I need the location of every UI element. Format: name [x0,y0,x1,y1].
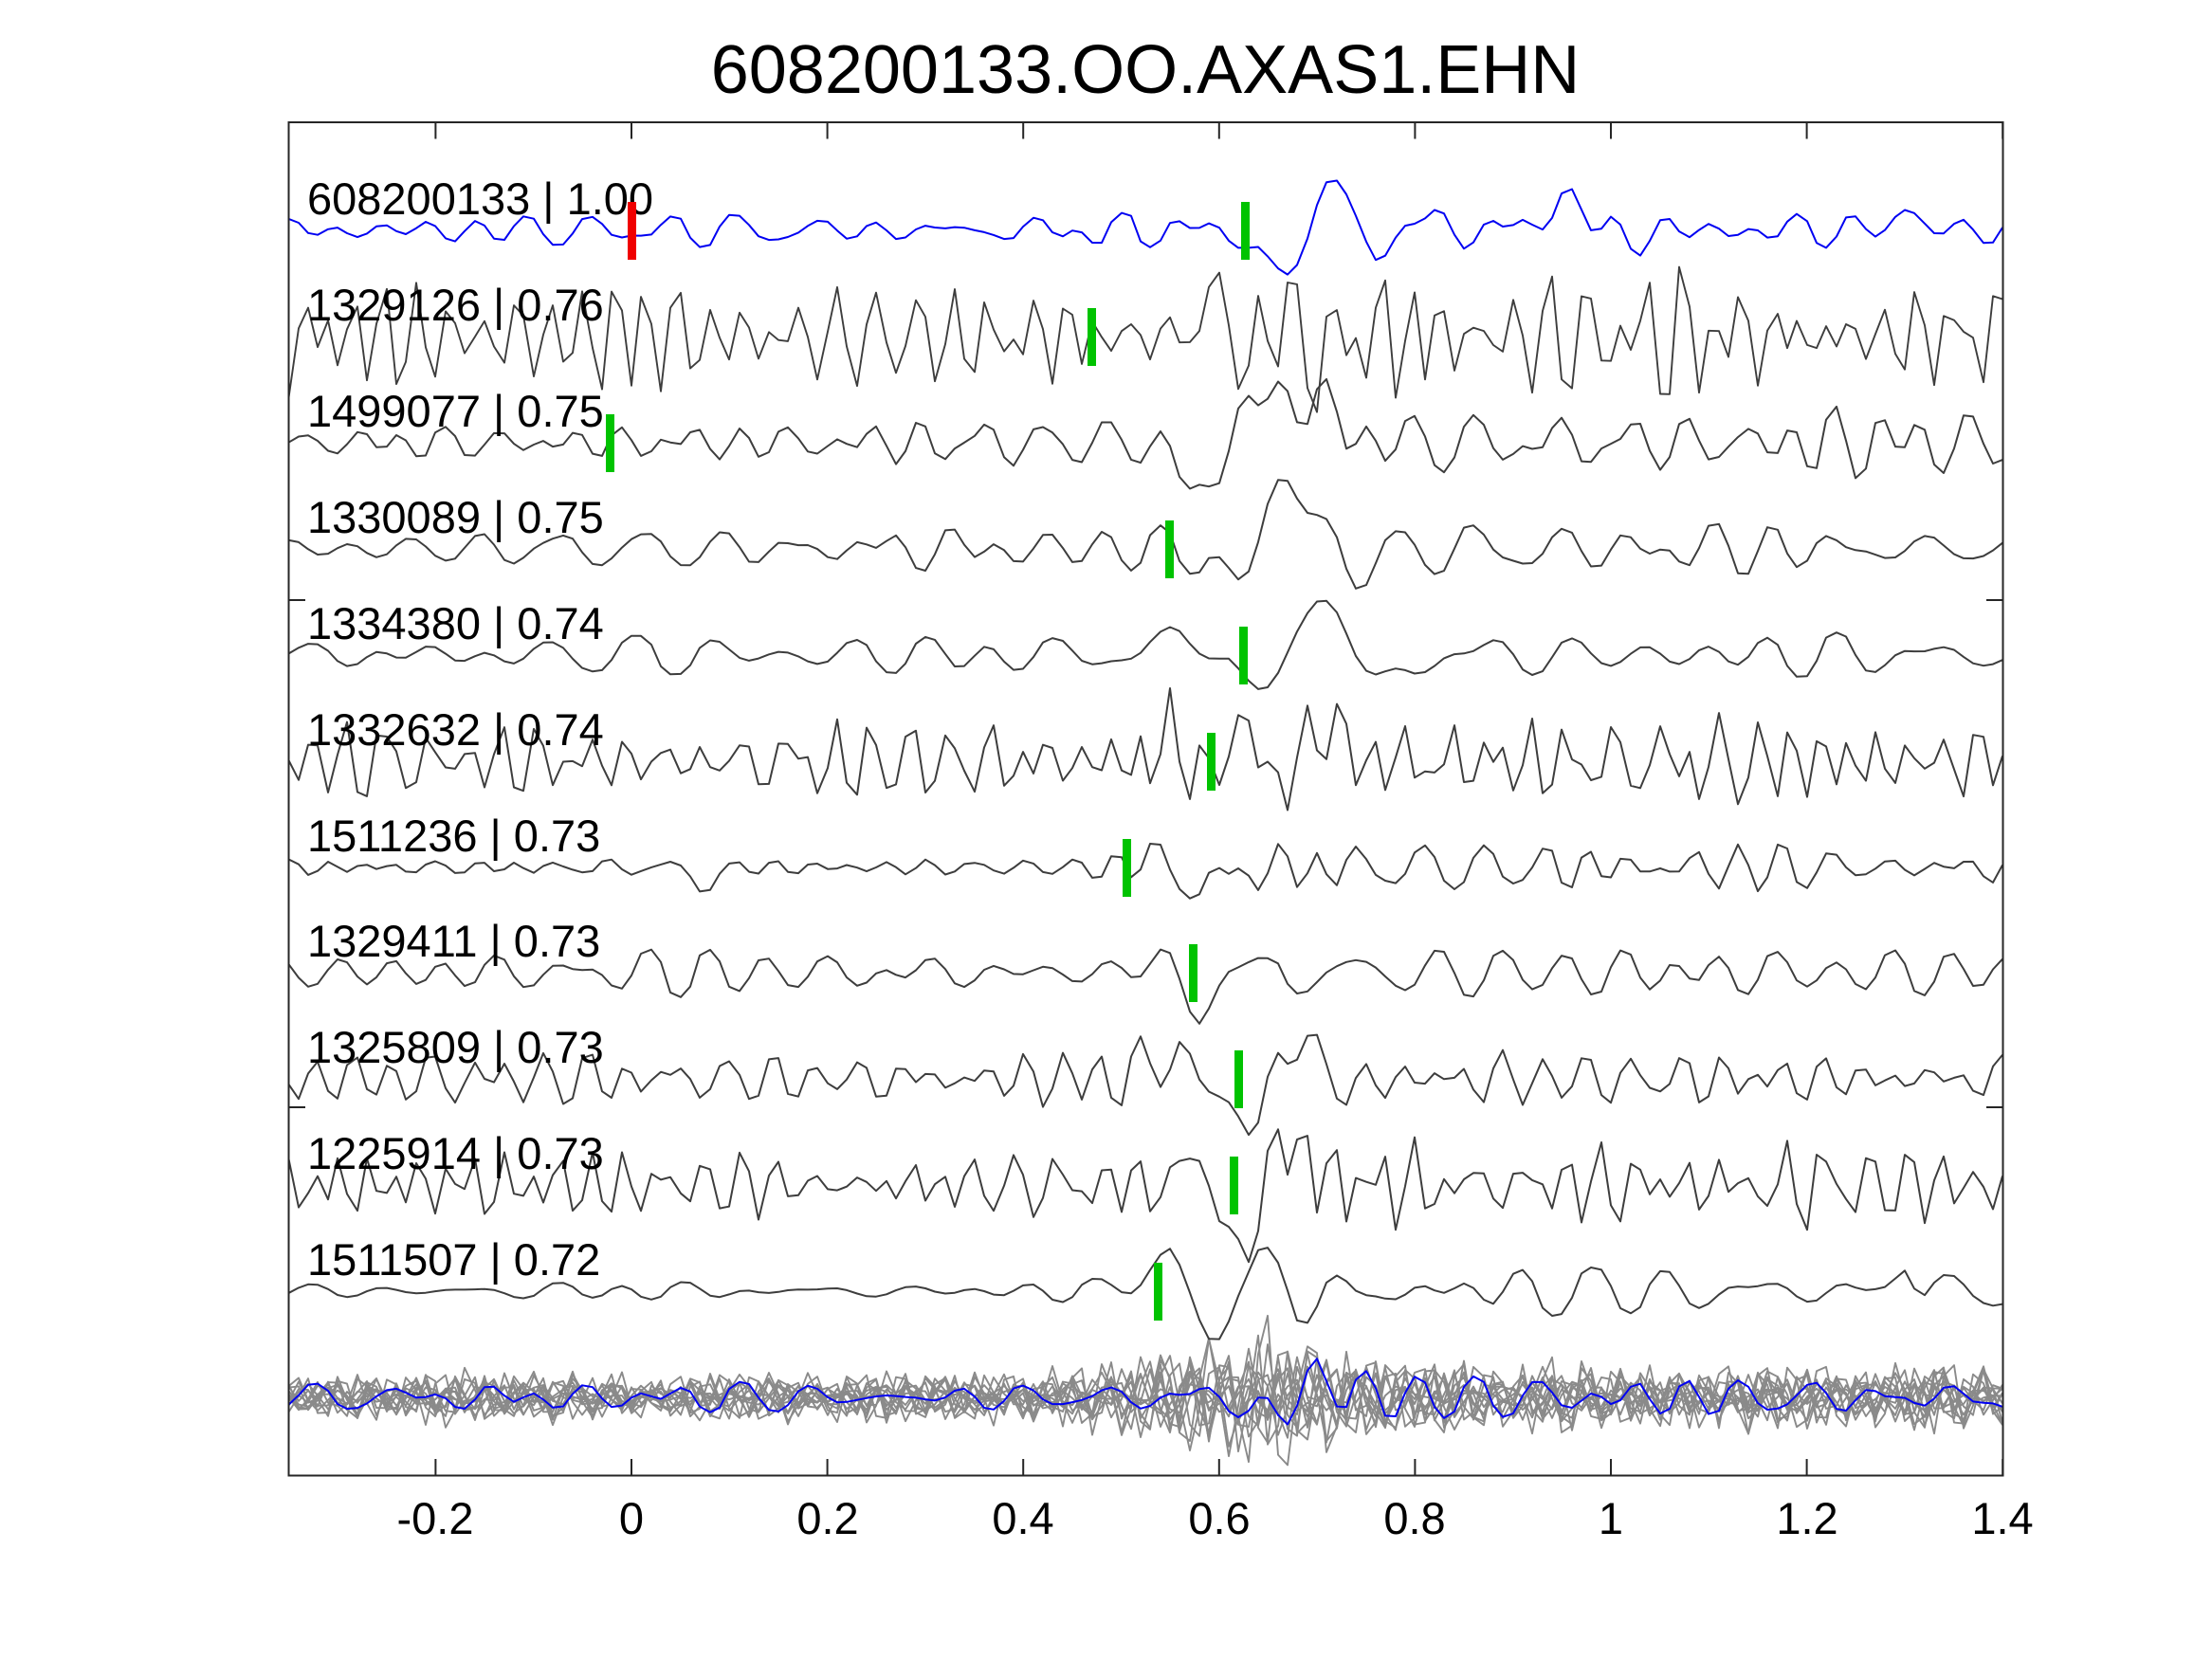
svg-text:1.4: 1.4 [1971,1493,2033,1543]
svg-text:1511507 | 0.72: 1511507 | 0.72 [307,1234,600,1285]
svg-text:608200133.OO.AXAS1.EHN: 608200133.OO.AXAS1.EHN [711,32,1581,108]
svg-text:1511236 | 0.73: 1511236 | 0.73 [307,811,600,861]
svg-text:1329126 | 0.76: 1329126 | 0.76 [307,280,604,330]
svg-text:1334380 | 0.74: 1334380 | 0.74 [307,598,604,648]
svg-text:0.4: 0.4 [992,1493,1053,1543]
svg-text:0.6: 0.6 [1188,1493,1250,1543]
svg-text:-0.2: -0.2 [397,1493,474,1543]
svg-text:0.2: 0.2 [796,1493,858,1543]
svg-text:1329411 | 0.73: 1329411 | 0.73 [307,916,600,966]
svg-text:0.8: 0.8 [1383,1493,1445,1543]
svg-text:1225914 | 0.73: 1225914 | 0.73 [307,1128,604,1178]
svg-text:1: 1 [1599,1493,1623,1543]
svg-text:1330089 | 0.75: 1330089 | 0.75 [307,492,604,542]
svg-text:1325809 | 0.73: 1325809 | 0.73 [307,1022,604,1072]
svg-text:0: 0 [619,1493,644,1543]
svg-text:1499077 | 0.75: 1499077 | 0.75 [307,386,604,436]
svg-text:608200133 | 1.00: 608200133 | 1.00 [307,173,653,224]
svg-text:1332632 | 0.74: 1332632 | 0.74 [307,704,604,755]
svg-text:1.2: 1.2 [1776,1493,1837,1543]
